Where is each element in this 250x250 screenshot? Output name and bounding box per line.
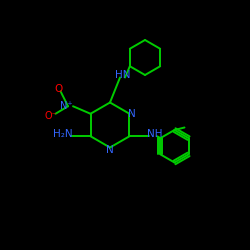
Text: N: N: [128, 109, 136, 119]
Text: N: N: [106, 145, 114, 155]
Text: H₂N: H₂N: [53, 129, 73, 139]
Text: HN: HN: [115, 70, 130, 80]
Text: O⁻: O⁻: [44, 111, 57, 121]
Text: NH: NH: [147, 129, 162, 139]
Text: N⁺: N⁺: [60, 101, 73, 111]
Text: O: O: [54, 84, 62, 94]
